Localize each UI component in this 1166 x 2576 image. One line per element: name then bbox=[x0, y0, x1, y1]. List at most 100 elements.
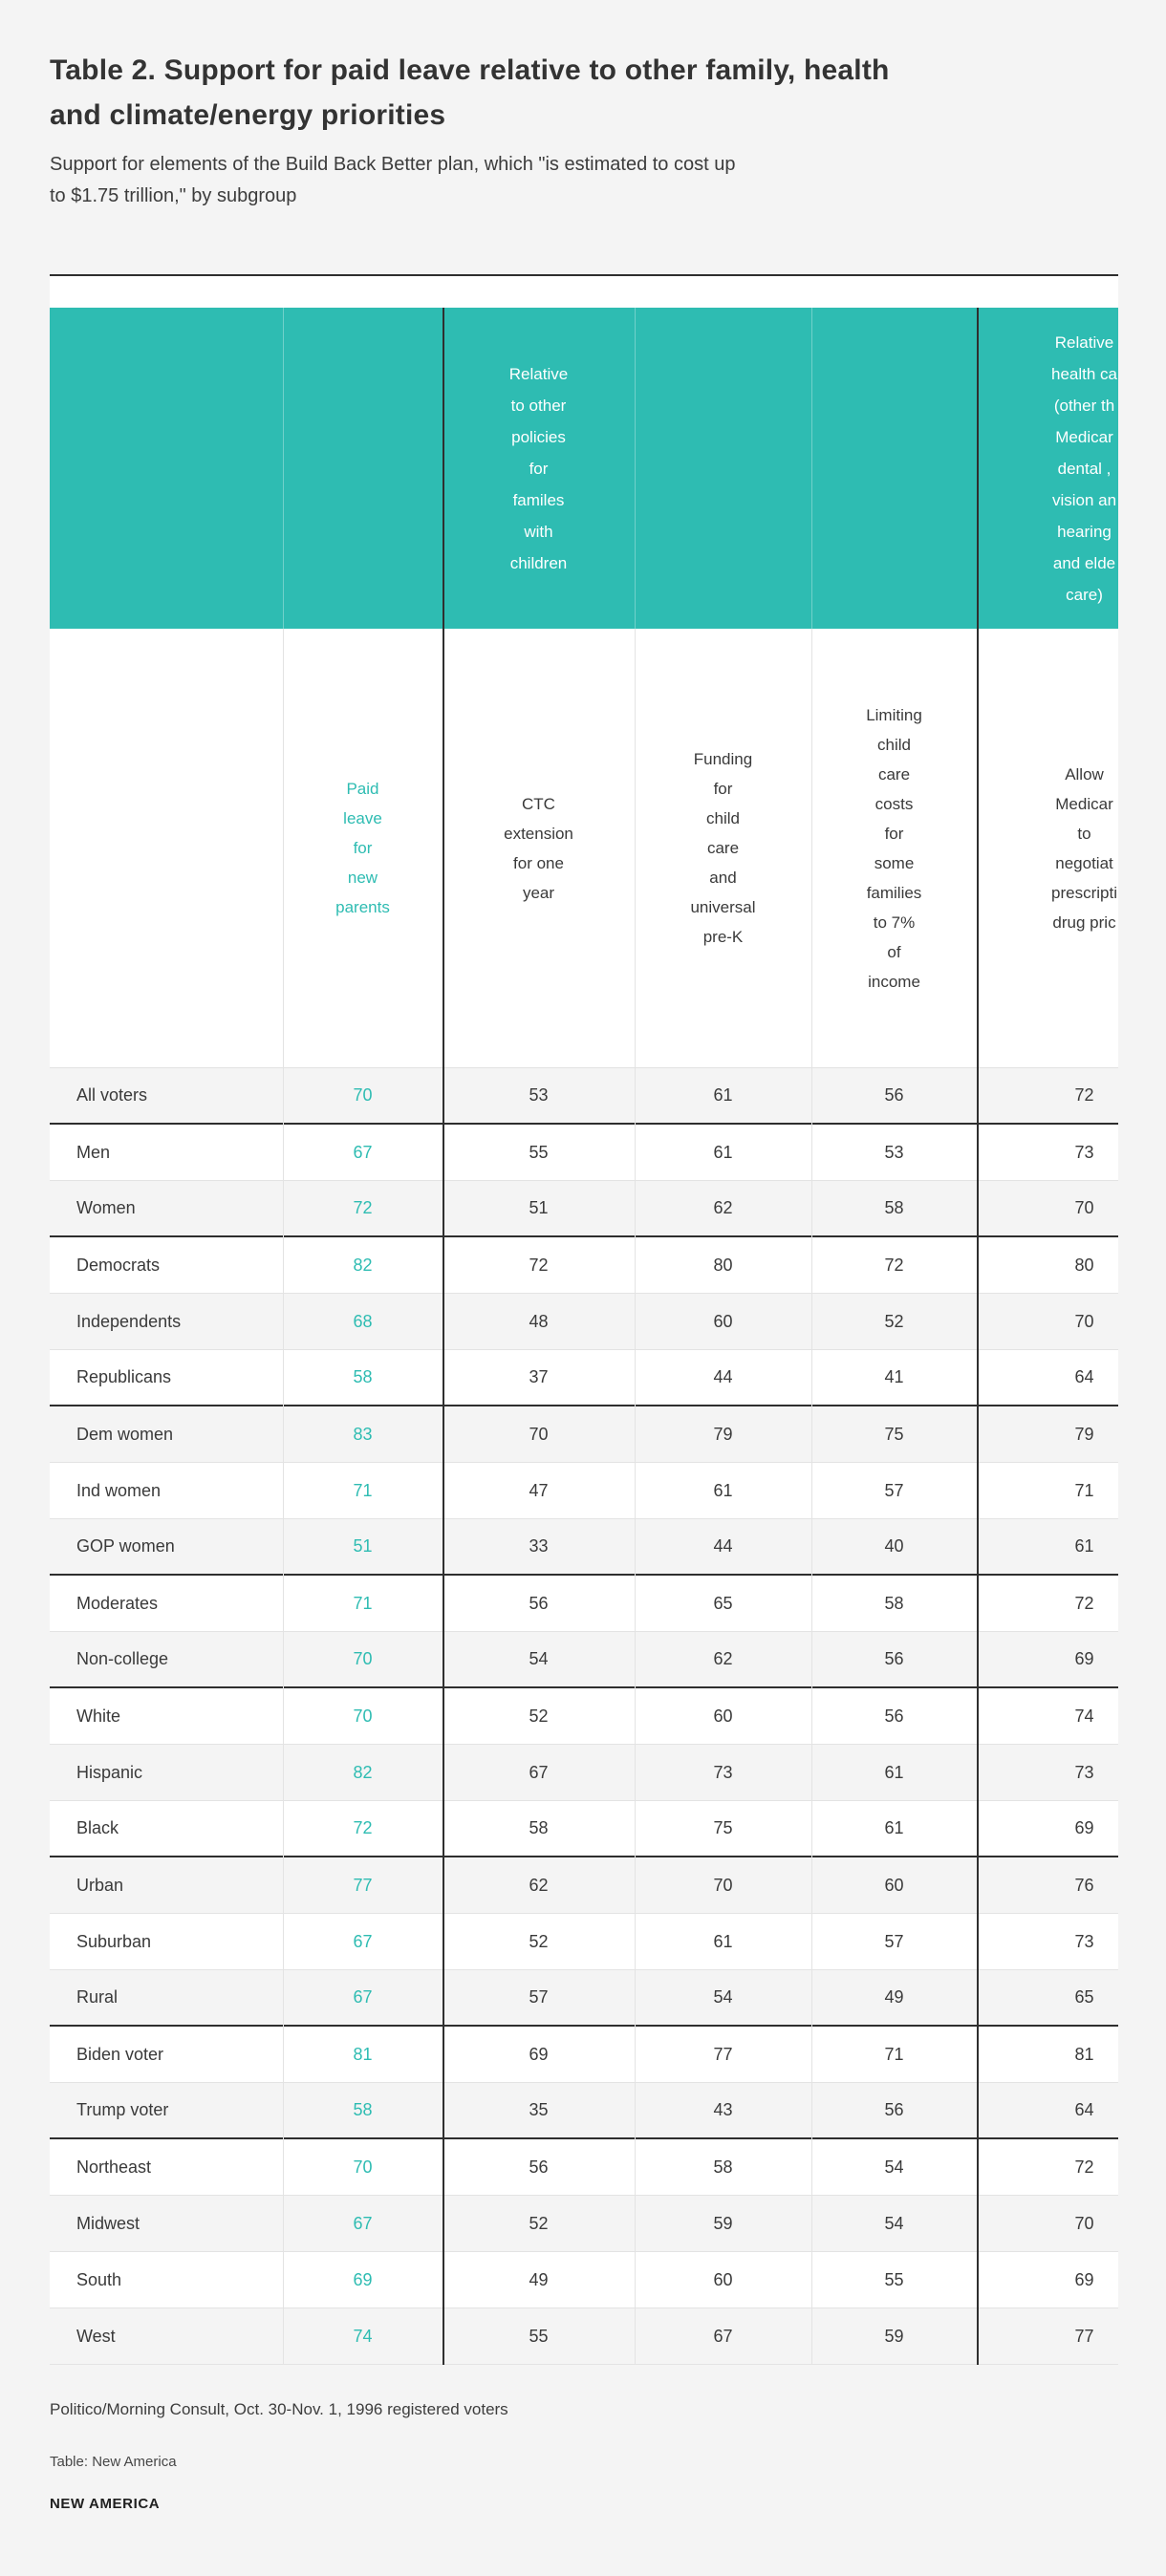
cell-value: 60 bbox=[713, 1311, 733, 1331]
cell-value: 55 bbox=[884, 2269, 904, 2289]
row-label: Men bbox=[76, 1142, 111, 1162]
cell-value: 62 bbox=[713, 1649, 733, 1668]
page-subtitle: Support for elements of the Build Back B… bbox=[50, 154, 736, 206]
cell-value: 75 bbox=[713, 1818, 733, 1837]
cell-value: 69 bbox=[353, 2269, 373, 2289]
table-row: Biden voter 81 69 77 71 81 bbox=[50, 2027, 1118, 2083]
cell-value: 69 bbox=[529, 2044, 549, 2064]
table-row: Rural 67 57 54 49 65 bbox=[50, 1970, 1118, 2027]
cell-value: 76 bbox=[1074, 1875, 1094, 1895]
cell-value: 55 bbox=[529, 1142, 549, 1162]
row-label: Trump voter bbox=[76, 2100, 169, 2119]
cell-value: 65 bbox=[1074, 1987, 1094, 2007]
row-label: Rural bbox=[76, 1987, 119, 2007]
cell-value: 58 bbox=[529, 1818, 549, 1837]
cell-value: 57 bbox=[884, 1931, 904, 1951]
cell-value: 62 bbox=[529, 1875, 549, 1895]
cell-value: 72 bbox=[884, 1255, 904, 1275]
cell-value: 62 bbox=[713, 1198, 733, 1217]
table-row: Trump voter 58 35 43 56 64 bbox=[50, 2083, 1118, 2139]
row-label: Hispanic bbox=[76, 1762, 143, 1782]
cell-value: 57 bbox=[884, 1480, 904, 1500]
cell-value: 69 bbox=[1074, 1649, 1094, 1668]
group-divider-line bbox=[977, 308, 979, 2365]
row-label: Democrats bbox=[76, 1255, 161, 1275]
cell-value: 72 bbox=[1074, 1085, 1094, 1105]
cell-value: 61 bbox=[713, 1142, 733, 1162]
cell-value: 77 bbox=[353, 1875, 373, 1895]
group-header-health-care: Relative health ca (other th Medicar den… bbox=[1051, 333, 1117, 604]
cell-value: 49 bbox=[884, 1987, 904, 2007]
table-top-rule bbox=[50, 274, 1118, 276]
group-divider-line bbox=[443, 308, 444, 2365]
column-separator-light bbox=[283, 629, 284, 2365]
source-note: Politico/Morning Consult, Oct. 30-Nov. 1… bbox=[50, 2400, 508, 2418]
cell-value: 72 bbox=[1074, 1593, 1094, 1613]
cell-value: 70 bbox=[353, 1706, 373, 1726]
cell-value: 72 bbox=[353, 1818, 373, 1837]
cell-value: 52 bbox=[884, 1311, 904, 1331]
cell-value: 58 bbox=[713, 2157, 733, 2177]
row-label: Dem women bbox=[76, 1424, 174, 1444]
cell-value: 43 bbox=[713, 2100, 733, 2119]
new-america-logo: NEW AMERICA bbox=[50, 2496, 161, 2512]
cell-value: 64 bbox=[1074, 1367, 1094, 1386]
cell-value: 54 bbox=[884, 2213, 904, 2233]
table-body: All voters 70 53 61 56 72 Men 67 55 61 53 73 Women 72… bbox=[50, 1068, 1118, 2365]
cell-value: 47 bbox=[529, 1480, 549, 1500]
page-title: Table 2. Support for paid leave relative… bbox=[50, 54, 890, 131]
table-row: Moderates 71 56 65 58 72 bbox=[50, 1576, 1118, 1632]
cell-value: 56 bbox=[884, 1649, 904, 1668]
column-header-ctc-extension: CTC extension for one year bbox=[504, 794, 573, 902]
table-row: West 74 55 67 59 77 bbox=[50, 2308, 1118, 2365]
cell-value: 82 bbox=[353, 1762, 373, 1782]
table-row: Urban 77 62 70 60 76 bbox=[50, 1857, 1118, 1914]
table-row: Non-college 70 54 62 56 69 bbox=[50, 1632, 1118, 1688]
cell-value: 61 bbox=[1074, 1536, 1094, 1556]
cell-value: 60 bbox=[713, 2269, 733, 2289]
cell-value: 58 bbox=[884, 1198, 904, 1217]
row-label: Northeast bbox=[76, 2157, 152, 2177]
row-label: Independents bbox=[76, 1311, 182, 1331]
cell-value: 70 bbox=[353, 2157, 373, 2177]
cell-value: 49 bbox=[529, 2269, 549, 2289]
cell-value: 70 bbox=[353, 1085, 373, 1105]
cell-value: 53 bbox=[884, 1142, 904, 1162]
table-row: South 69 49 60 55 69 bbox=[50, 2252, 1118, 2308]
cell-value: 53 bbox=[529, 1085, 549, 1105]
cell-value: 64 bbox=[1074, 2100, 1094, 2119]
cell-value: 81 bbox=[1074, 2044, 1094, 2064]
cell-value: 69 bbox=[1074, 2269, 1094, 2289]
cell-value: 59 bbox=[884, 2326, 904, 2346]
cell-value: 54 bbox=[529, 1649, 549, 1668]
table-row: Women 72 51 62 58 70 bbox=[50, 1181, 1118, 1237]
table-row: Black 72 58 75 61 69 bbox=[50, 1801, 1118, 1857]
group-header-family-policies: Relative to other policies for familes w… bbox=[508, 364, 569, 572]
cell-value: 82 bbox=[353, 1255, 373, 1275]
cell-value: 74 bbox=[1074, 1706, 1094, 1726]
column-header-child-care-funding: Funding for child care and universal pre… bbox=[690, 750, 756, 946]
table-row: Midwest 67 52 59 54 70 bbox=[50, 2196, 1118, 2252]
cell-value: 72 bbox=[529, 1255, 549, 1275]
cell-value: 61 bbox=[884, 1818, 904, 1837]
cell-value: 58 bbox=[353, 1367, 373, 1386]
column-header-paid-leave: Paid leave for new parents bbox=[335, 780, 390, 916]
table-row: Men 67 55 61 53 73 bbox=[50, 1125, 1118, 1181]
cell-value: 74 bbox=[353, 2326, 373, 2346]
cell-value: 83 bbox=[353, 1424, 373, 1444]
column-header-medicare-negotiate: Allow Medicar to negotiat prescripti dru… bbox=[1051, 764, 1117, 932]
cell-value: 70 bbox=[1074, 1311, 1094, 1331]
data-table: Relative to other policies for familes w… bbox=[50, 274, 1118, 2365]
cell-value: 69 bbox=[1074, 1818, 1094, 1837]
cell-value: 70 bbox=[353, 1649, 373, 1668]
cell-value: 70 bbox=[529, 1424, 549, 1444]
table-row: All voters 70 53 61 56 72 bbox=[50, 1068, 1118, 1125]
column-separator-light bbox=[811, 308, 812, 629]
cell-value: 73 bbox=[1074, 1142, 1094, 1162]
table-group-header-band bbox=[50, 308, 1118, 629]
cell-value: 73 bbox=[1074, 1931, 1094, 1951]
column-separator-light bbox=[635, 308, 636, 629]
cell-value: 80 bbox=[713, 1255, 733, 1275]
row-label: Suburban bbox=[76, 1931, 152, 1951]
table-row: Ind women 71 47 61 57 71 bbox=[50, 1463, 1118, 1519]
